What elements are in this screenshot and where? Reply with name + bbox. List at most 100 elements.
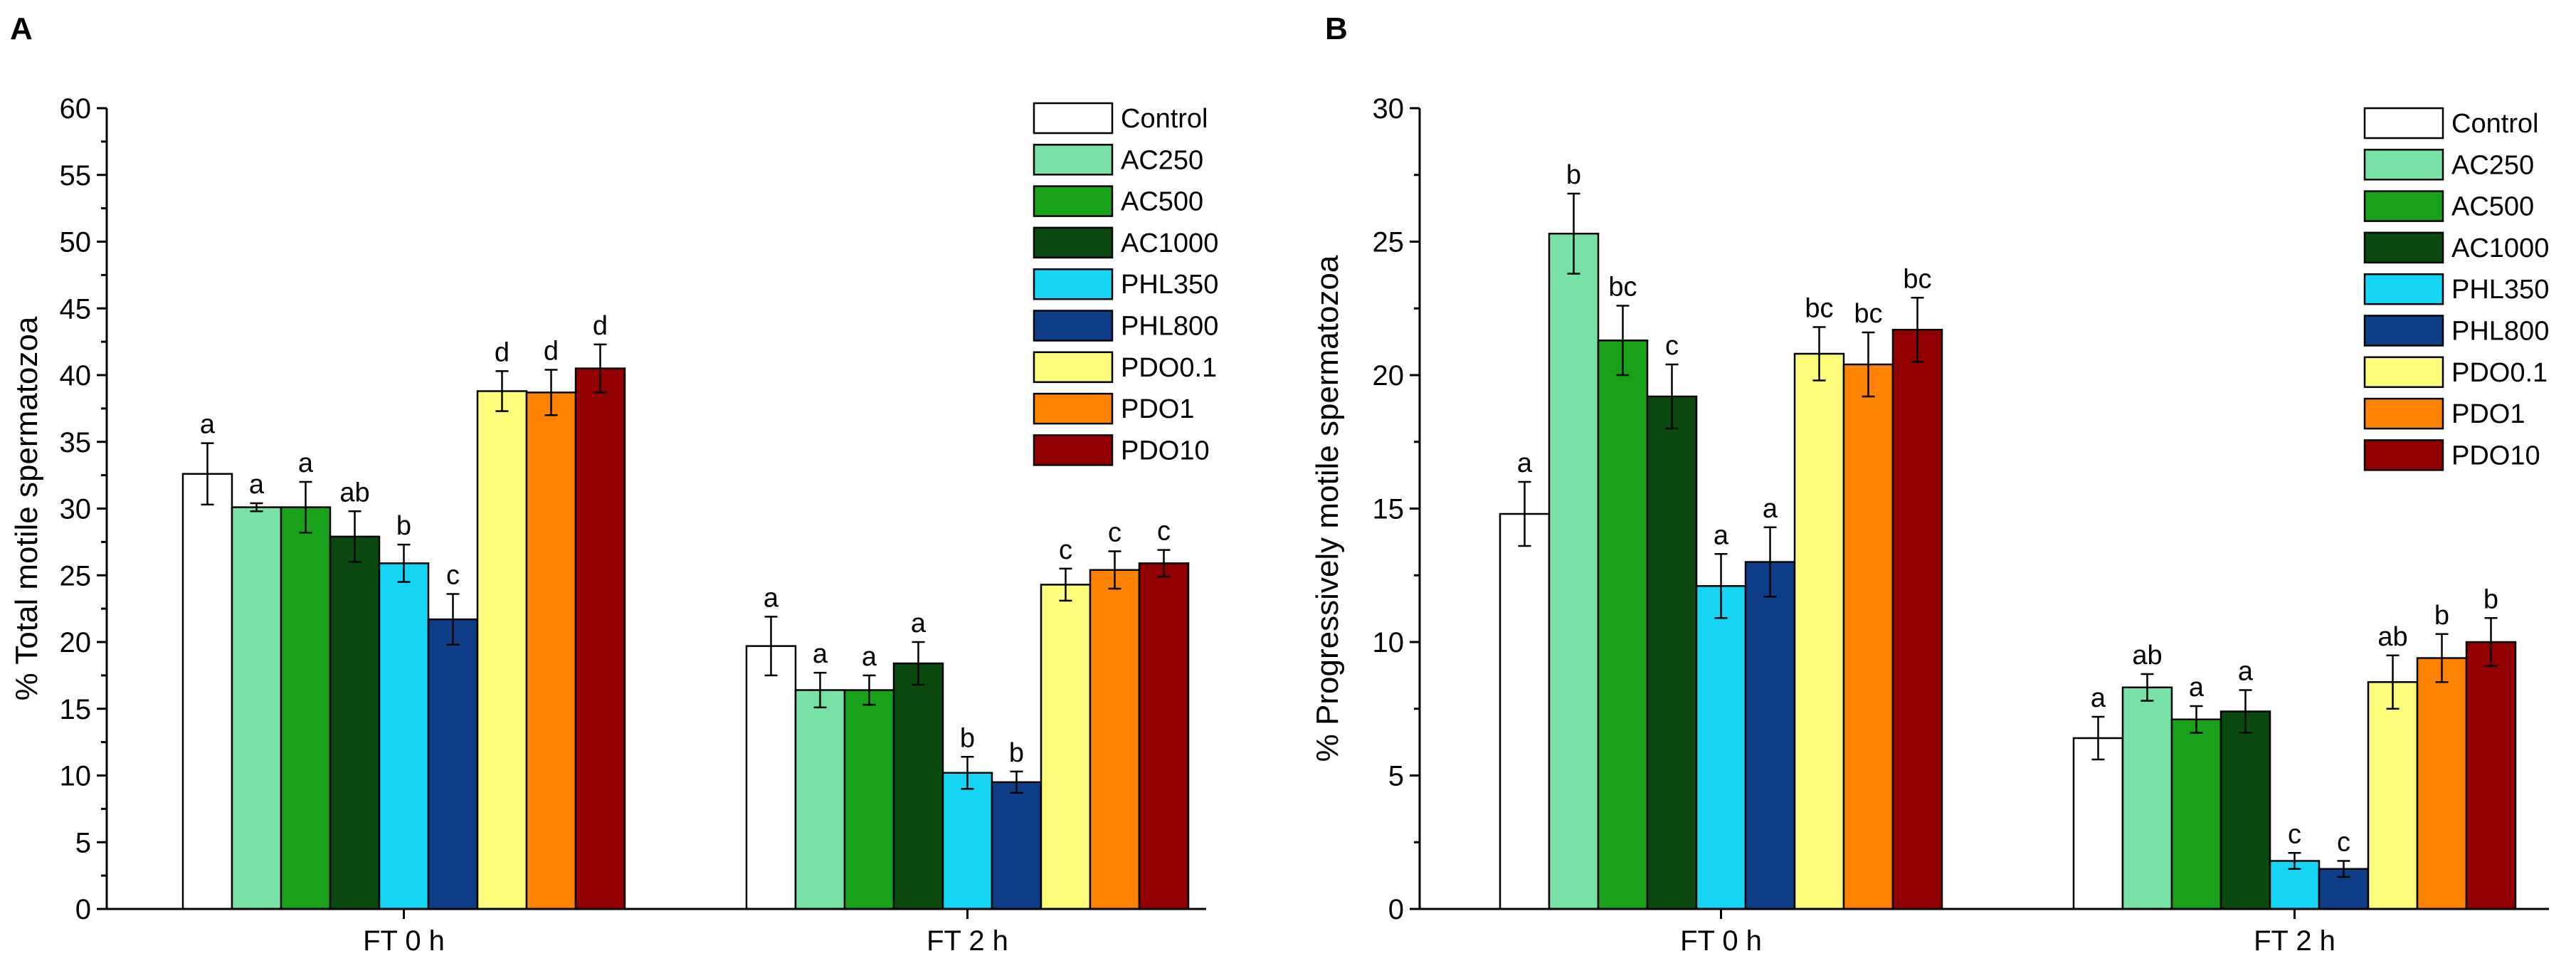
bar	[794, 689, 846, 910]
legend-label: PDO10	[2451, 441, 2540, 470]
significance-letter: a	[298, 448, 314, 478]
legend-swatch	[2363, 315, 2444, 347]
bar	[574, 367, 626, 910]
bar	[280, 506, 332, 910]
bar	[1499, 512, 1551, 910]
y-tick-label: 0	[1388, 894, 1404, 925]
significance-letter: c	[1108, 518, 1121, 548]
bar	[2367, 681, 2419, 910]
significance-letter: c	[1059, 535, 1072, 565]
bar	[1646, 395, 1698, 910]
legend-label: AC500	[2451, 192, 2534, 222]
legend-swatch	[1033, 351, 1114, 384]
legend-swatch	[2363, 190, 2444, 222]
significance-letter: a	[249, 470, 265, 500]
legend-label: AC1000	[2451, 233, 2549, 263]
bar	[1842, 363, 1894, 910]
significance-letter: a	[911, 609, 927, 638]
bar	[991, 781, 1042, 910]
legend-swatch	[2363, 356, 2444, 389]
chart-panel-b: B 0 5 10 15 20 25 30 % Progressively motile sper…	[1310, 11, 2549, 957]
chart-panel-a: A 0 5 10 15 20 25 30 35 40 45 50 55 60 % Total motile …	[9, 11, 1218, 957]
y-tick-label: 5	[75, 827, 91, 858]
legend-label: PHL350	[1121, 270, 1218, 300]
legend-swatch	[2363, 231, 2444, 264]
legend-label: Control	[1121, 104, 1208, 134]
legend-swatch	[1033, 226, 1114, 259]
significance-letter: bc	[1805, 294, 1833, 324]
legend-label: PDO0.1	[1121, 353, 1217, 383]
significance-letter: a	[862, 642, 877, 672]
x-category-label: FT 0 h	[363, 925, 445, 957]
bar	[1138, 562, 1190, 910]
bar	[1891, 329, 1943, 910]
legend-swatch	[2363, 149, 2444, 181]
bar	[231, 506, 283, 910]
y-tick-label: 10	[60, 761, 92, 792]
legend-swatch	[1033, 185, 1114, 217]
legend-label: AC250	[2451, 150, 2534, 180]
y-tick-label: 20	[1373, 360, 1405, 391]
bar	[1744, 561, 1796, 910]
bar	[378, 562, 430, 910]
significance-letter: bc	[1608, 273, 1637, 303]
y-tick-label: 30	[1373, 93, 1405, 125]
legend-label: PDO10	[1121, 436, 1210, 466]
legend-swatch	[2363, 273, 2444, 305]
y-tick-label: 5	[1388, 761, 1404, 792]
bar	[427, 618, 479, 910]
significance-letter: c	[2337, 828, 2350, 858]
y-tick-label: 30	[60, 494, 92, 525]
bar	[2072, 737, 2124, 910]
legend-label: PDO1	[2451, 399, 2525, 429]
significance-letter: d	[593, 311, 608, 341]
legend-swatch	[2363, 107, 2444, 140]
y-axis-title: % Progressively motile spermatozoa	[1310, 255, 1345, 762]
y-tick-label: 15	[1373, 494, 1405, 525]
significance-letter: d	[495, 337, 510, 367]
legend-swatch	[1033, 268, 1114, 300]
legend-swatch	[1033, 144, 1114, 176]
significance-letter: b	[960, 723, 975, 753]
bar	[745, 645, 797, 910]
y-tick-label: 25	[60, 560, 92, 591]
significance-letter: bc	[1854, 299, 1882, 329]
y-tick-label: 40	[60, 360, 92, 391]
significance-letter: a	[1517, 448, 1533, 478]
legend-swatch	[2363, 439, 2444, 471]
y-tick-label: 15	[60, 694, 92, 725]
bar	[2465, 641, 2517, 910]
legend-label: PDO1	[1121, 394, 1194, 424]
y-axis-title: % Total motile spermatozoa	[9, 316, 44, 700]
legend-label: AC1000	[1121, 228, 1218, 258]
x-category-label: FT 2 h	[927, 925, 1008, 957]
significance-letter: a	[2091, 683, 2106, 713]
legend-label: PDO0.1	[2451, 358, 2548, 388]
bar	[181, 473, 233, 910]
legend: Control AC250 AC500 AC1000 PHL350 PHL800 PDO0.…	[2363, 107, 2549, 471]
significance-letter: c	[1665, 331, 1679, 361]
y-tick-label: 10	[1373, 627, 1405, 658]
y-tick-label: 55	[60, 160, 92, 191]
legend-swatch	[2363, 397, 2444, 430]
significance-letter: a	[764, 583, 779, 613]
bar	[1695, 585, 1747, 910]
significance-letter: b	[2483, 584, 2498, 614]
significance-letter: b	[1009, 738, 1024, 768]
significance-letter: c	[1157, 517, 1171, 547]
significance-letter: b	[2434, 601, 2449, 631]
bar	[2219, 710, 2271, 910]
legend-swatch	[1033, 102, 1114, 135]
significance-letter: ab	[2377, 622, 2407, 652]
bar	[1548, 233, 1600, 910]
significance-letter: c	[2288, 819, 2301, 849]
significance-letter: a	[2189, 673, 2205, 703]
significance-letter: a	[813, 639, 828, 669]
bar	[1040, 584, 1092, 910]
bar	[525, 391, 577, 910]
bar	[941, 772, 993, 910]
y-tick-label: 45	[60, 293, 92, 325]
panel-label: A	[10, 11, 33, 46]
x-category-label: FT 0 h	[1680, 925, 1762, 957]
